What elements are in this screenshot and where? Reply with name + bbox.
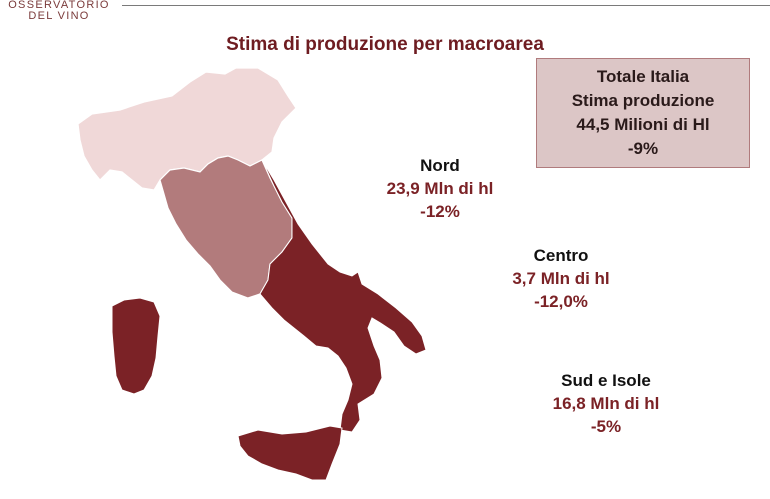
logo-line-2: DEL VINO [28, 10, 90, 22]
logo-line-1: OSSERVATORIO [8, 0, 110, 11]
page-title: Stima di produzione per macroarea [226, 34, 544, 55]
label-centro: Centro 3,7 Mln di hl -12,0% [488, 244, 634, 313]
region-name: Centro [533, 246, 589, 265]
total-title: Totale Italia [596, 67, 690, 86]
region-value: 16,8 Mln di hl [552, 394, 660, 413]
region-sicilia [237, 425, 343, 481]
label-nord: Nord 23,9 Mln di hl -12% [370, 154, 510, 223]
region-name: Sud e Isole [561, 371, 651, 390]
header-divider [122, 5, 770, 6]
region-sardegna [111, 297, 161, 395]
region-value: 3,7 Mln di hl [512, 269, 610, 288]
region-delta: -12,0% [534, 292, 588, 311]
region-name: Nord [420, 156, 460, 175]
label-sud-e-isole: Sud e Isole 16,8 Mln di hl -5% [528, 369, 684, 438]
italy-map [77, 67, 427, 481]
total-delta: -9% [627, 139, 659, 158]
region-sud [259, 159, 427, 433]
region-delta: -5% [590, 417, 622, 436]
total-italia-box: Totale Italia Stima produzione 44,5 Mili… [536, 58, 750, 168]
total-value: 44,5 Milioni di Hl [576, 115, 710, 134]
logo: OSSERVATORIO DEL VINO [0, 0, 118, 22]
total-subtitle: Stima produzione [571, 91, 715, 110]
region-delta: -12% [420, 202, 460, 221]
region-value: 23,9 Mln di hl [386, 179, 494, 198]
